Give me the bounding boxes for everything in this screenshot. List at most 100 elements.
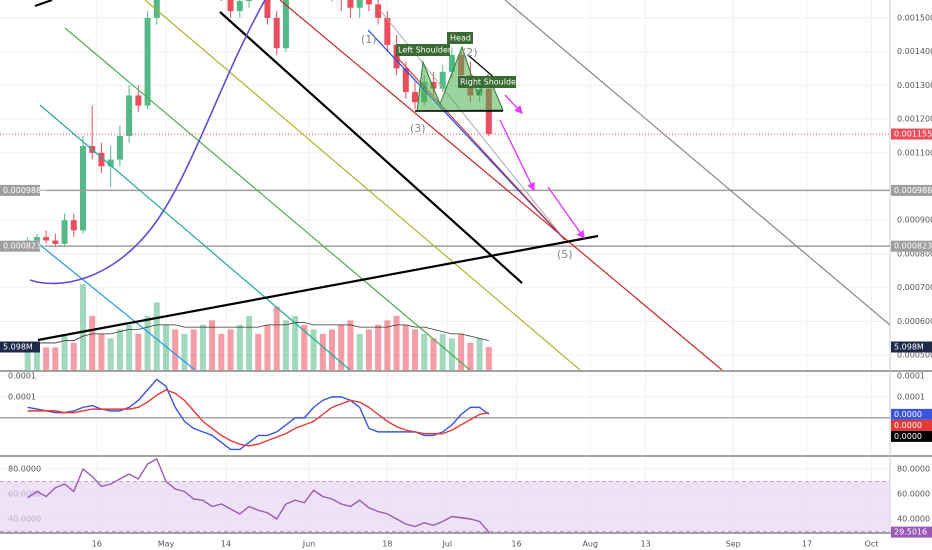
pattern-label: Right Shoulder	[460, 78, 520, 87]
label-box	[458, 76, 516, 88]
candle-body	[273, 17, 280, 49]
trend-line	[64, 27, 471, 370]
candle-body	[33, 237, 40, 241]
volume-bar	[301, 324, 308, 370]
volume-bar	[107, 338, 114, 370]
candle-body	[356, 0, 363, 8]
wave-label: (1)	[361, 33, 377, 46]
value-label-box	[891, 408, 932, 420]
x-tick-label: 16	[92, 540, 102, 549]
volume-bar	[209, 320, 216, 370]
x-tick-label: 14	[221, 540, 231, 549]
candle-body	[264, 0, 271, 18]
value-label-box	[891, 128, 932, 140]
drawings	[29, 0, 890, 370]
lines	[0, 458, 890, 533]
wave-label: (2)	[462, 46, 478, 59]
volume-bar	[144, 315, 151, 370]
value-label-box	[891, 526, 932, 538]
x-tick-label: 16	[511, 540, 521, 549]
volume-bar	[264, 324, 271, 370]
x-tick-label: Jul	[441, 540, 452, 549]
volume-bar	[273, 306, 280, 370]
value-label: 0.0008231	[3, 242, 46, 251]
trend-line	[34, 0, 53, 8]
volume-bar	[24, 351, 31, 370]
y-tick-label-left: 0.0001	[8, 392, 36, 401]
label-box	[447, 32, 473, 44]
pattern-label: Head	[450, 34, 471, 43]
candle-body	[126, 95, 133, 136]
volume-bar	[439, 333, 446, 370]
volume-bar	[70, 342, 77, 370]
candle-body	[43, 237, 50, 241]
x-tick-label: Sep	[726, 540, 741, 549]
trend-line	[144, 0, 581, 370]
y-tick-label: 0.0006000	[897, 317, 932, 326]
value-label: 5.098M	[894, 342, 924, 351]
value-label: 0.0008231	[894, 242, 932, 251]
volume-bar	[98, 333, 105, 370]
candle-body	[153, 0, 160, 18]
trend-line	[504, 0, 890, 326]
volume-ma	[27, 322, 489, 344]
trend-line	[39, 244, 196, 370]
wave-label: (3)	[410, 122, 426, 135]
volume-bar	[485, 346, 492, 370]
candle-body	[246, 0, 253, 2]
volume-bar	[218, 333, 225, 370]
volume-bar	[458, 333, 465, 370]
y-tick-label: 0.0011000	[897, 148, 932, 157]
candle-body	[365, 0, 372, 5]
volume-bar	[393, 315, 400, 370]
volume-bar	[52, 347, 59, 370]
candle-body	[402, 68, 409, 93]
volume-bar	[412, 329, 419, 370]
volume-bar	[116, 329, 123, 370]
volume-bar	[61, 333, 68, 370]
value-label-box	[891, 419, 932, 431]
volume-bar	[126, 324, 133, 370]
value-label-box	[891, 430, 932, 442]
value-label: 5.098M	[3, 342, 33, 351]
candle-body	[80, 146, 87, 231]
candle-body	[70, 220, 77, 231]
volume-bar	[310, 329, 317, 370]
y-tick-label: 0.0014000	[897, 47, 932, 56]
value-label-box	[891, 341, 932, 353]
volume-bar	[430, 338, 437, 370]
x-tick-label: Jun	[302, 540, 316, 549]
x-tick-label: 17	[802, 540, 812, 549]
value-label: 0.0000	[894, 421, 922, 430]
volume-bar	[43, 347, 50, 370]
candle-body	[282, 0, 289, 49]
volume-bar	[292, 315, 299, 370]
volume-bar	[476, 338, 483, 370]
y-tick-label: 0.0008000	[897, 249, 932, 258]
y-tick-label: 0.0009000	[897, 216, 932, 225]
volume-bar	[329, 329, 336, 370]
volume-bar	[181, 333, 188, 370]
candle-body	[412, 92, 419, 103]
candle-body	[439, 71, 446, 89]
pattern-label: Left Shoulder	[398, 46, 452, 55]
label-box	[396, 44, 450, 56]
x-tick-label: May	[158, 540, 175, 549]
volume-bar	[246, 315, 253, 370]
candle-body	[347, 0, 354, 8]
volume-bar	[384, 320, 391, 370]
candle-body	[227, 0, 234, 12]
volume-bar	[153, 302, 160, 370]
arrow	[499, 119, 535, 192]
candle-body	[384, 17, 391, 45]
y-tick-label: 40.0000	[897, 515, 930, 524]
value-label: 0.0009884	[894, 186, 932, 195]
arrow	[547, 186, 585, 240]
volume-bar	[89, 315, 96, 370]
volume-bar	[402, 324, 409, 370]
value-label: 0.0011555	[894, 130, 932, 139]
volume-bar	[356, 333, 363, 370]
volume-bar	[199, 324, 206, 370]
y-tick-label: 80.0000	[897, 465, 930, 474]
